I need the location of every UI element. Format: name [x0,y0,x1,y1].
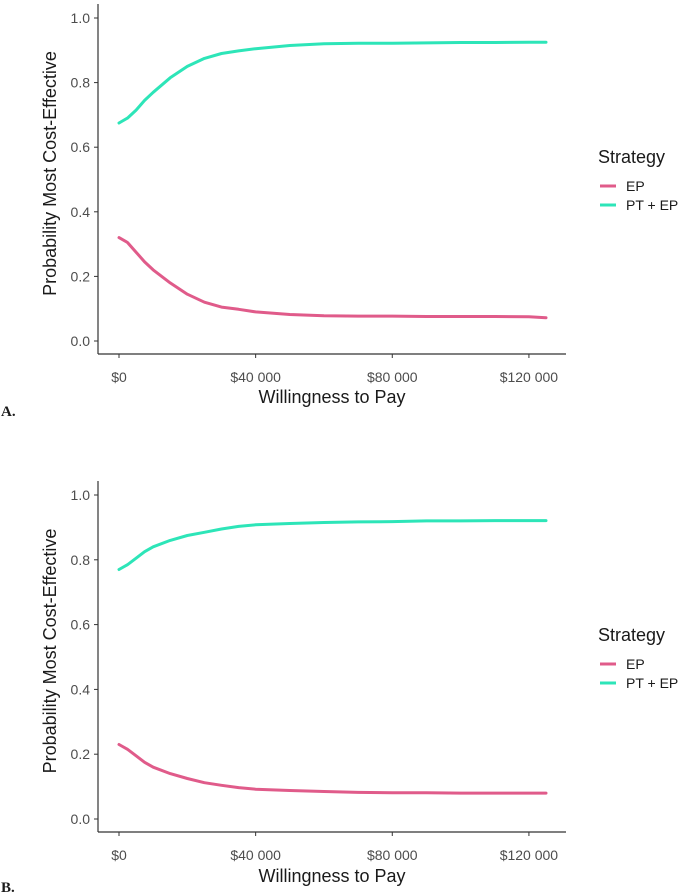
chart-panel-a: 0.0 0.2 0.4 0.6 0.8 1.0 $0 $40 000 $80 000 $120 0… [1,4,678,420]
y-tick-label: 0.4 [71,681,91,697]
x-tick-label: $0 [111,369,127,385]
legend-label-pt-ep: PT + EP [626,675,678,691]
y-tick-label: 0.8 [71,552,91,568]
x-tick-label: $40 000 [230,369,281,385]
y-tick-label: 1.0 [71,487,91,503]
panel-label: A. [1,404,16,420]
x-tick-label: $120 000 [500,847,559,863]
series-line-ep [117,743,548,795]
legend-title: Strategy [598,147,665,167]
legend-title: Strategy [598,625,665,645]
legend-label-ep: EP [626,656,645,672]
series-line-ep [117,236,548,320]
chart-panel-b: 0.0 0.2 0.4 0.6 0.8 1.0 $0 $40 000 $80 000 $120 0… [1,481,678,896]
legend-label-ep: EP [626,178,645,194]
y-tick-label: 0.4 [71,204,91,220]
legend-label-pt-ep: PT + EP [626,197,678,213]
y-tick-label: 0.6 [71,139,91,155]
x-axis-title: Willingness to Pay [258,866,405,886]
y-tick-label: 0.0 [71,811,91,827]
y-tick-label: 0.2 [71,746,91,762]
x-tick-label: $80 000 [367,847,418,863]
x-tick-label: $80 000 [367,369,418,385]
x-tick-label: $0 [111,847,127,863]
y-tick-label: 1.0 [71,10,91,26]
y-tick-label: 0.6 [71,617,91,633]
y-axis-title: Probability Most Cost-Effective [40,529,60,774]
y-tick-label: 0.2 [71,268,91,284]
y-tick-label: 0.0 [71,333,91,349]
y-tick-label: 0.8 [71,75,91,91]
x-tick-label: $120 000 [500,369,559,385]
series-line-pt-ep [117,40,548,125]
y-axis-title: Probability Most Cost-Effective [40,51,60,296]
series-line-pt-ep [117,519,548,571]
panel-label: B. [1,880,15,896]
x-tick-label: $40 000 [230,847,281,863]
x-axis-title: Willingness to Pay [258,387,405,407]
